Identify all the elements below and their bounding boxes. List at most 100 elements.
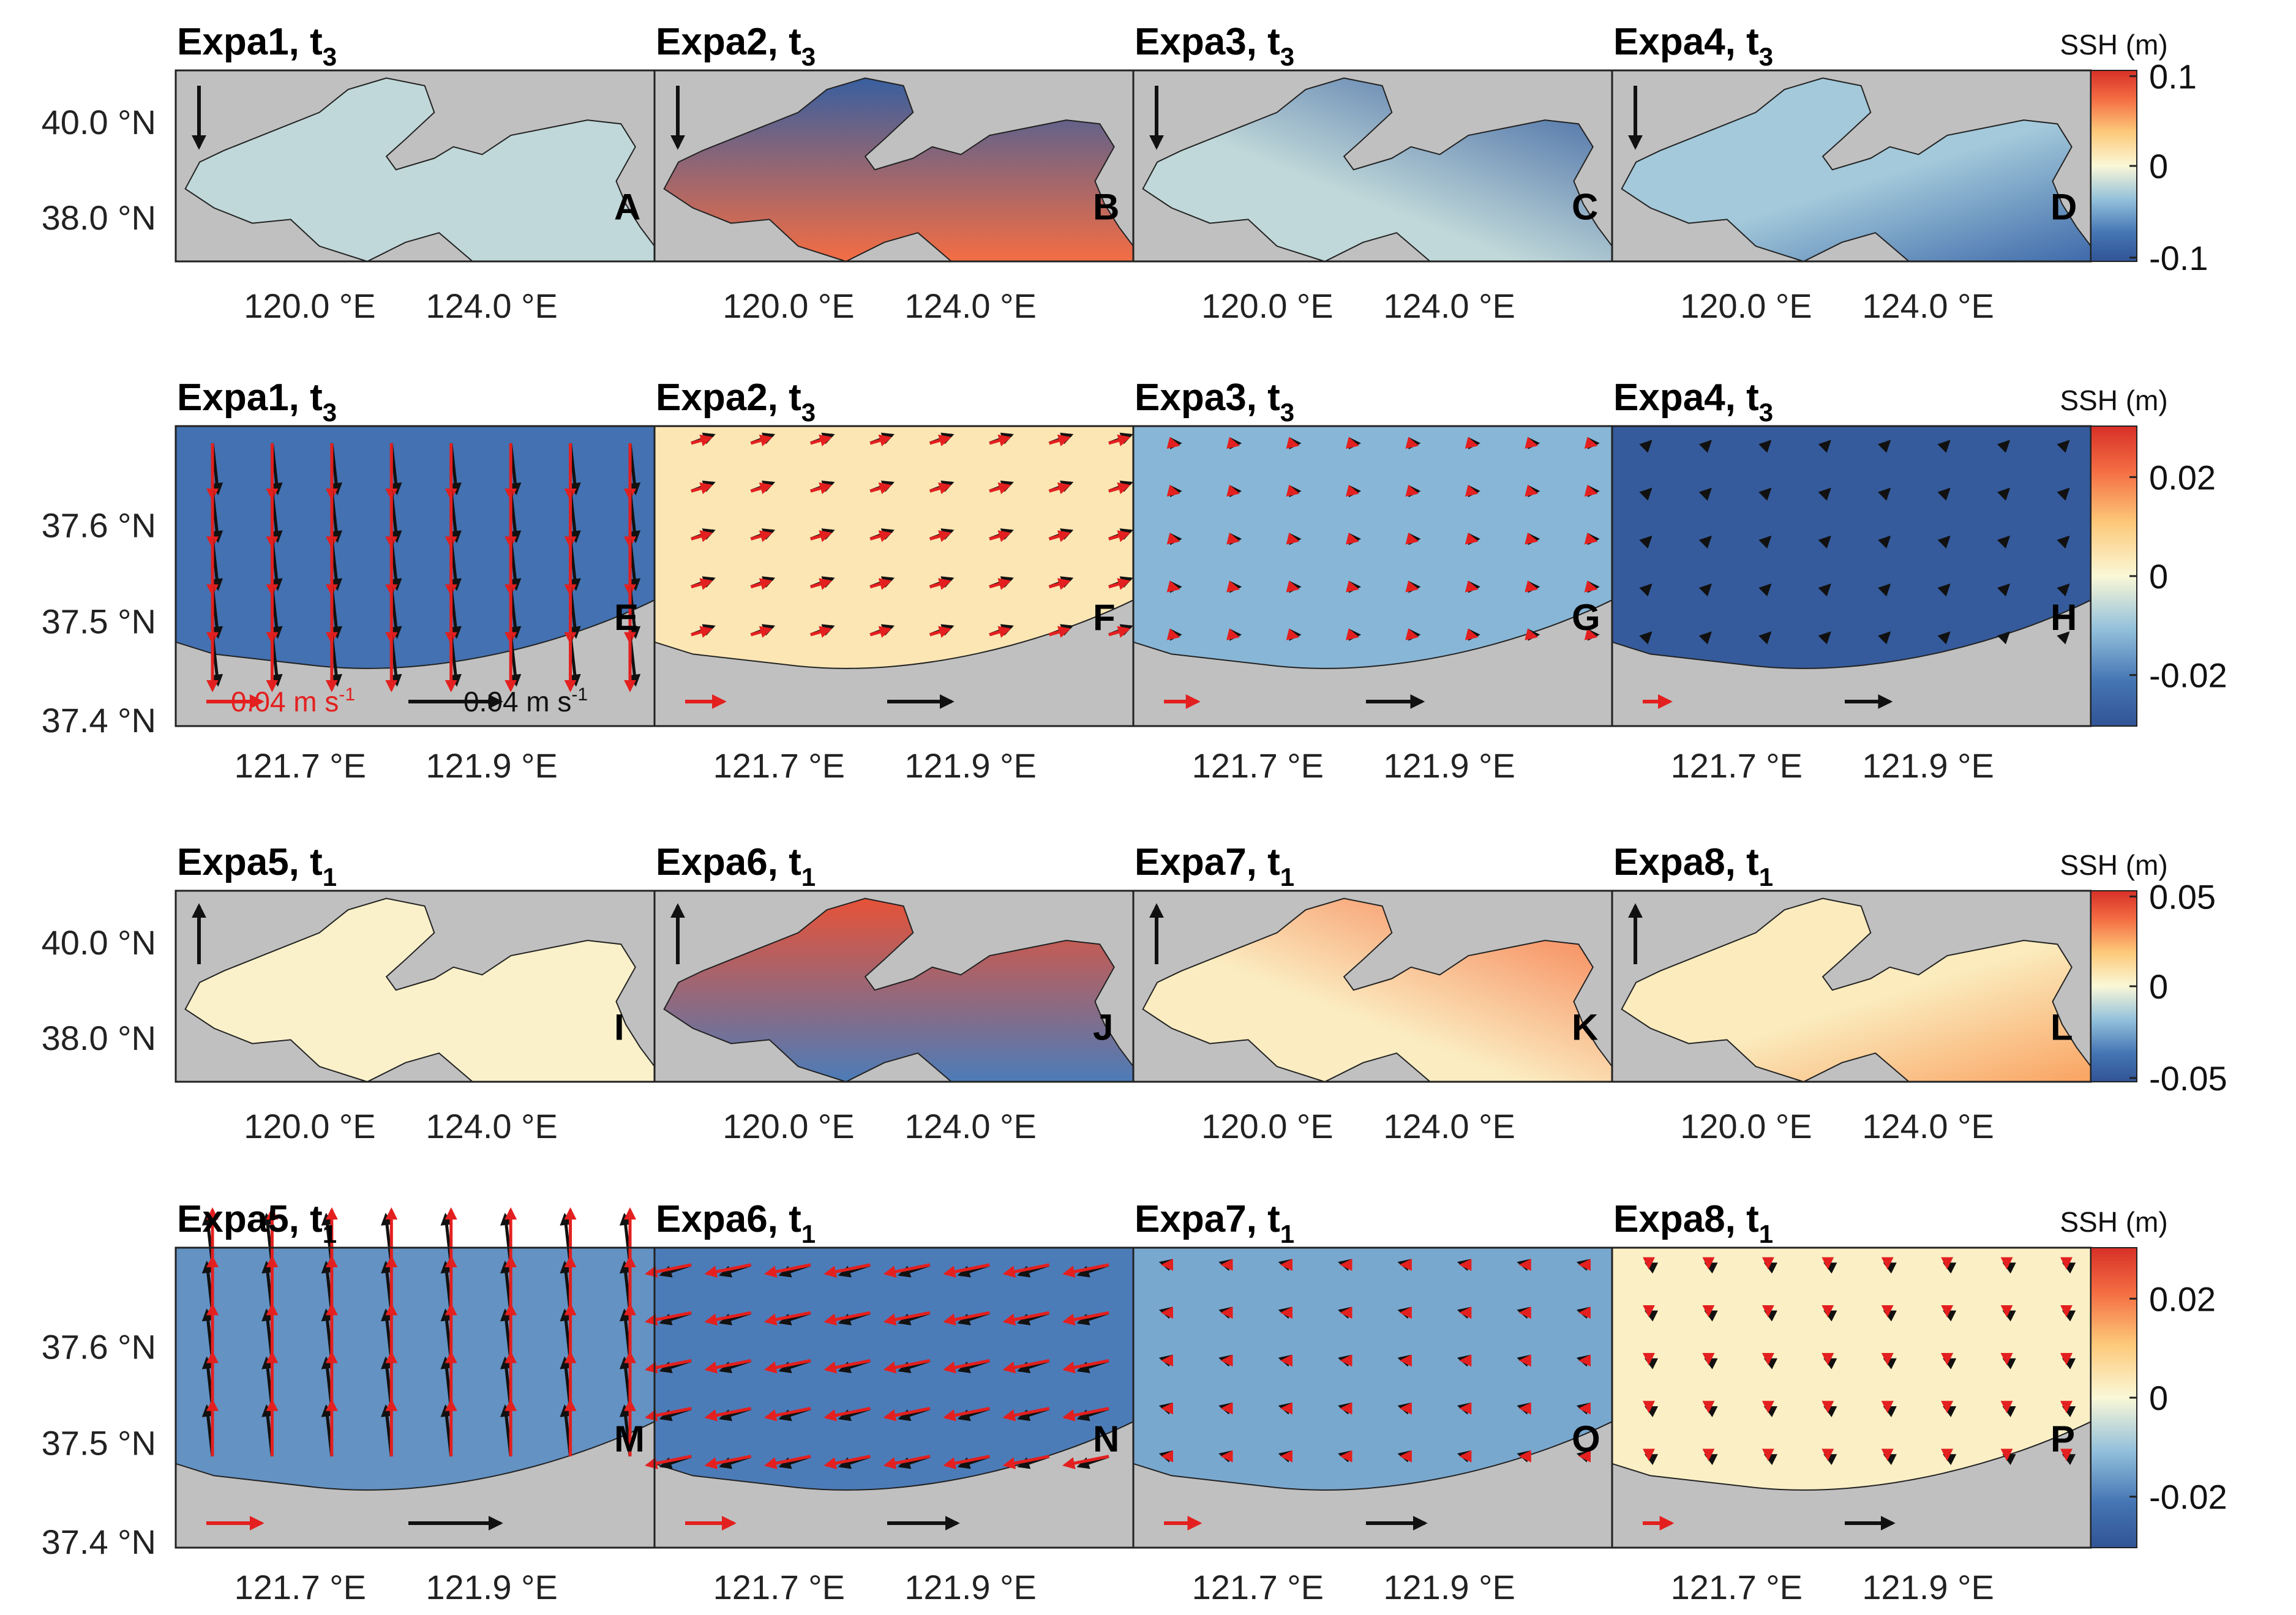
current-vector-black bbox=[1698, 440, 1712, 453]
scale-label-black: 0.04 m s-1 bbox=[463, 684, 588, 718]
lon-tick-label: 124.0 °E bbox=[1862, 1107, 1994, 1145]
current-vector-red bbox=[1226, 484, 1240, 497]
lon-tick-label: 121.9 °E bbox=[1862, 746, 1994, 785]
panel-title: Expa1, t3 bbox=[177, 21, 337, 71]
lon-tick-label: 120.0 °E bbox=[1201, 287, 1333, 325]
panel-E: 0.04 m s-1 0.04 m s-1 E bbox=[174, 425, 656, 727]
panel-title-subscript: 1 bbox=[1280, 863, 1294, 891]
current-vector-black bbox=[1698, 535, 1712, 549]
current-vector-black bbox=[1942, 1358, 1957, 1370]
current-vector-red bbox=[1465, 532, 1479, 545]
panel-title-subscript: 3 bbox=[801, 42, 816, 71]
current-vector-red bbox=[1345, 437, 1359, 449]
lat-tick-label: 38.0 °N bbox=[42, 198, 156, 237]
colorbar-tick-label: -0.02 bbox=[2149, 656, 2227, 695]
current-vector-red bbox=[1166, 437, 1180, 449]
panel-title-subscript: 3 bbox=[1759, 42, 1773, 71]
panel-letter: D bbox=[2050, 186, 2077, 227]
current-vector-black bbox=[1704, 1406, 1718, 1417]
current-vector-red bbox=[1345, 628, 1359, 640]
current-vector-black bbox=[1883, 1310, 1897, 1322]
current-vector-red bbox=[1465, 437, 1479, 449]
current-vector-red bbox=[823, 1455, 871, 1469]
current-vector-black bbox=[2062, 1262, 2076, 1274]
panel-title: Expa7, t1 bbox=[1135, 841, 1294, 891]
current-vector-black bbox=[1698, 583, 1712, 597]
colorbar-tick-label: -0.05 bbox=[2149, 1059, 2227, 1098]
current-vector-red bbox=[704, 1407, 751, 1422]
current-vector-black bbox=[1942, 1406, 1957, 1417]
current-vector-red bbox=[1166, 628, 1180, 640]
lon-tick-label: 120.0 °E bbox=[722, 287, 854, 325]
lat-tick-label: 40.0 °N bbox=[42, 103, 156, 141]
current-vector-red bbox=[823, 1407, 871, 1422]
current-vector-black bbox=[1878, 631, 1891, 645]
current-vector-red bbox=[750, 482, 773, 495]
current-vector-red bbox=[704, 1358, 751, 1374]
current-vector-red bbox=[1002, 1455, 1050, 1469]
current-vector-red bbox=[823, 1263, 871, 1278]
lon-tick-label: 124.0 °E bbox=[426, 1107, 557, 1145]
current-vector-black bbox=[1883, 1406, 1897, 1417]
current-vector-red bbox=[883, 1263, 931, 1278]
lon-tick-label: 121.7 °E bbox=[1671, 1568, 1803, 1606]
lon-tick-label: 124.0 °E bbox=[904, 287, 1036, 325]
panel-title-subscript: 1 bbox=[801, 863, 816, 891]
current-vector-black bbox=[1883, 1358, 1897, 1370]
lat-tick-label: 38.0 °N bbox=[42, 1019, 156, 1057]
lon-tick-label: 121.9 °E bbox=[904, 746, 1036, 785]
current-vector-red bbox=[929, 434, 952, 447]
current-vector-black bbox=[1997, 487, 2011, 501]
current-vector-red bbox=[883, 1358, 931, 1374]
current-vector-red bbox=[1405, 437, 1419, 449]
current-vector-black bbox=[1942, 1453, 1957, 1466]
current-vector-black bbox=[2057, 535, 2070, 549]
current-vector-black bbox=[1997, 583, 2011, 597]
current-vector-black bbox=[1997, 631, 2011, 645]
lon-tick-label: 121.9 °E bbox=[904, 1568, 1036, 1606]
current-vector-black bbox=[1639, 440, 1653, 453]
panel-title: Expa2, t3 bbox=[656, 377, 816, 427]
panel-title: Expa5, t1 bbox=[177, 841, 337, 891]
lon-tick-label: 120.0 °E bbox=[1680, 287, 1812, 325]
current-vector-black bbox=[1639, 487, 1653, 501]
panel-title: Expa6, t1 bbox=[656, 841, 816, 891]
current-vector-black bbox=[1704, 1262, 1718, 1274]
lon-tick-label: 121.7 °E bbox=[1192, 1568, 1324, 1606]
panel-letter: J bbox=[1093, 1006, 1113, 1047]
lon-tick-label: 120.0 °E bbox=[244, 287, 375, 325]
current-vector-red bbox=[810, 530, 833, 542]
current-vector-red bbox=[1525, 484, 1539, 497]
current-vector-red bbox=[1525, 628, 1539, 640]
panel-M: M bbox=[174, 1207, 656, 1549]
panel-letter: H bbox=[2050, 597, 2077, 638]
colorbar-bar bbox=[2090, 1247, 2137, 1548]
panel-K: K bbox=[1132, 890, 1613, 1083]
sea-ssh-field bbox=[1611, 425, 2092, 669]
current-vector-black bbox=[2002, 1262, 2016, 1274]
current-vector-red bbox=[943, 1407, 990, 1422]
current-vector-black bbox=[1698, 631, 1712, 645]
panel-letter: G bbox=[1572, 597, 1600, 638]
panel-title-subscript: 3 bbox=[323, 398, 337, 427]
current-vector-red bbox=[1062, 1311, 1109, 1326]
colorbar-tick-label: 0.02 bbox=[2149, 1280, 2216, 1318]
lon-tick-label: 120.0 °E bbox=[722, 1107, 854, 1145]
current-vector-black bbox=[1644, 1262, 1659, 1274]
panel-N: N bbox=[645, 1246, 1135, 1549]
panel-title-subscript: 1 bbox=[1759, 1220, 1773, 1248]
current-vector-red bbox=[1048, 482, 1071, 495]
sea-ssh-field bbox=[663, 897, 1134, 1083]
lon-tick-label: 120.0 °E bbox=[1680, 1107, 1812, 1145]
current-vector-black bbox=[1639, 583, 1653, 597]
current-vector-red bbox=[704, 1311, 751, 1326]
current-vector-black bbox=[1823, 1453, 1837, 1466]
panel-letter: O bbox=[1572, 1418, 1600, 1459]
current-vector-red bbox=[1584, 484, 1598, 497]
panel-title: Expa3, t3 bbox=[1135, 377, 1294, 427]
sea-ssh-field bbox=[1621, 77, 2092, 263]
current-vector-red bbox=[1525, 437, 1539, 449]
current-vector-black bbox=[1878, 440, 1891, 453]
current-vector-red bbox=[810, 434, 833, 447]
current-vector-red bbox=[1226, 437, 1240, 449]
